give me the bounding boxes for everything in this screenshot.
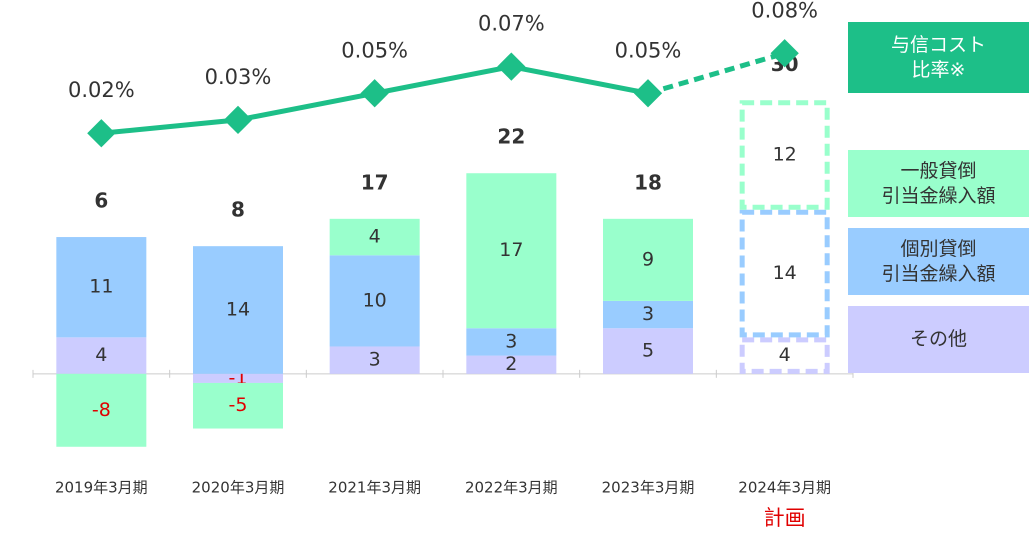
bar-segment: [56, 237, 147, 338]
segment-label: 5: [642, 340, 654, 362]
segment-label: 17: [499, 239, 523, 261]
bar-segment: [329, 346, 420, 374]
x-tick-label: 2022年3月期: [465, 479, 558, 497]
segment-label: 4: [779, 344, 791, 366]
segment-label: 3: [505, 330, 517, 352]
legend-item: 個別貸倒 引当金繰入額: [848, 228, 1029, 295]
legend-item: 一般貸倒 引当金繰入額: [848, 150, 1029, 217]
total-label: 17: [361, 170, 389, 194]
segment-label: 14: [773, 262, 797, 284]
ratio-label: 0.05%: [615, 38, 682, 62]
plan-label: 計画: [764, 506, 806, 530]
segment-label: 14: [226, 299, 250, 321]
total-label: 6: [94, 189, 108, 213]
total-label: 18: [634, 170, 662, 194]
ratio-label: 0.03%: [205, 65, 272, 89]
ratio-marker: [770, 39, 799, 68]
bar-segment: [603, 300, 693, 329]
segment-label: 4: [369, 226, 381, 248]
bar-segment: [739, 337, 830, 374]
ratio-line-plan: [647, 50, 786, 96]
bar-segment: [329, 218, 420, 256]
bar-segment: [739, 209, 830, 338]
ratio-marker: [497, 52, 526, 81]
x-tick-label: 2023年3月期: [602, 479, 695, 497]
segment-label: 4: [95, 344, 107, 366]
total-label: 8: [231, 198, 245, 222]
bar-segment: [193, 373, 283, 383]
bar-segment: [329, 255, 420, 347]
bar-segment: [603, 218, 693, 301]
bar-segment: [193, 246, 283, 374]
bar-segment: [193, 382, 283, 429]
segment-label: 11: [89, 276, 113, 298]
ratio-label: 0.05%: [341, 38, 408, 62]
bar-segment: [56, 373, 147, 447]
ratio-marker: [87, 119, 116, 148]
ratio-marker: [360, 79, 389, 108]
legend-item: その他: [848, 306, 1029, 373]
segment-label: -5: [229, 394, 248, 416]
x-tick-label: 2020年3月期: [192, 479, 285, 497]
bar-segment: [466, 355, 557, 374]
segment-label: 9: [642, 248, 654, 270]
segment-label: 10: [363, 289, 387, 311]
segment-label: 3: [642, 303, 654, 325]
segment-label: 12: [773, 144, 797, 166]
ratio-label: 0.07%: [478, 12, 545, 36]
legend-ratio: 与信コスト 比率※: [848, 22, 1029, 93]
x-tick-label: 2021年3月期: [328, 479, 421, 497]
bar-segment: [603, 328, 693, 374]
ratio-marker: [223, 105, 253, 135]
segment-label: 3: [369, 349, 381, 371]
x-tick-label: 2024年3月期: [738, 479, 831, 497]
segment-label: -8: [92, 399, 111, 421]
bar-segment: [739, 100, 830, 210]
x-tick-label: 2019年3月期: [55, 479, 148, 497]
ratio-label: 0.02%: [68, 78, 135, 102]
bar-segment: [466, 328, 557, 356]
ratio-label: 0.08%: [751, 0, 818, 22]
bar-segment: [56, 337, 147, 374]
total-label: 22: [497, 125, 525, 149]
segment-label: 2: [505, 353, 517, 375]
ratio-marker: [633, 79, 663, 108]
bar-segment: [466, 173, 557, 329]
